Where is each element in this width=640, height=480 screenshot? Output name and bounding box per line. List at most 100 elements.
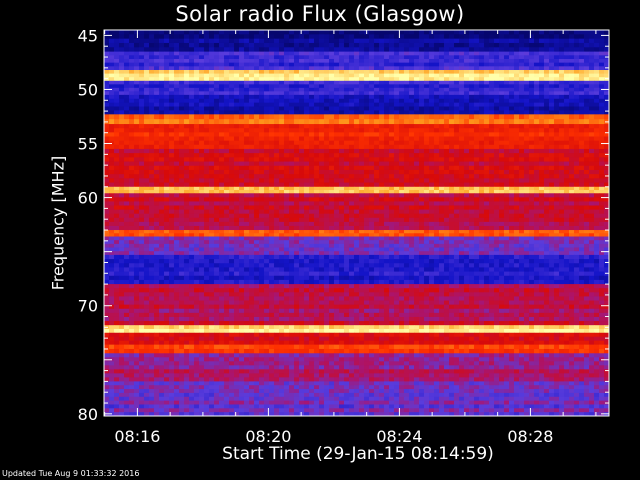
heatmap-cell <box>254 197 260 202</box>
heatmap-cell <box>234 91 240 96</box>
heatmap-cell <box>529 98 535 104</box>
heatmap-cell <box>414 55 420 60</box>
heatmap-cell <box>269 140 275 146</box>
heatmap-cell <box>464 128 470 133</box>
heatmap-cell <box>409 66 415 71</box>
heatmap-cell <box>419 98 425 104</box>
heatmap-cell <box>419 94 425 100</box>
heatmap-cell <box>509 102 515 107</box>
heatmap-cell <box>324 205 330 210</box>
heatmap-cell <box>484 73 490 78</box>
heatmap-cell <box>174 102 180 107</box>
heatmap-cell <box>249 161 255 167</box>
heatmap-cell <box>109 34 115 40</box>
heatmap-cell <box>384 186 390 191</box>
heatmap-cell <box>409 73 415 78</box>
heatmap-cell <box>229 221 235 227</box>
heatmap-cell <box>244 47 250 53</box>
heatmap-cell <box>459 136 465 142</box>
heatmap-cell <box>339 34 345 40</box>
heatmap-cell <box>449 128 455 133</box>
heatmap-cell <box>114 119 120 125</box>
heatmap-cell <box>304 157 310 162</box>
heatmap-cell <box>509 174 515 179</box>
heatmap-cell <box>529 161 535 167</box>
heatmap-cell <box>554 87 560 92</box>
heatmap-cell <box>309 70 315 75</box>
heatmap-cell <box>449 55 455 60</box>
heatmap-cell <box>419 182 425 188</box>
heatmap-cell <box>574 197 580 202</box>
heatmap-cell <box>454 87 460 92</box>
heatmap-cell <box>309 174 315 179</box>
heatmap-cell <box>224 106 230 111</box>
heatmap-cell <box>589 161 595 167</box>
heatmap-cell <box>369 209 375 215</box>
heatmap-cell <box>409 193 415 198</box>
heatmap-cell <box>239 153 245 158</box>
heatmap-cell <box>109 114 115 120</box>
heatmap-cell <box>564 144 570 150</box>
heatmap-cell <box>514 34 520 40</box>
heatmap-cell <box>574 34 580 40</box>
heatmap-cell <box>299 106 305 111</box>
heatmap-cell <box>319 106 325 111</box>
heatmap-cell <box>579 66 585 71</box>
heatmap-cell <box>124 136 130 142</box>
heatmap-cell <box>159 62 165 67</box>
heatmap-cell <box>599 178 605 183</box>
heatmap-cell <box>304 213 310 219</box>
heatmap-cell <box>344 94 350 100</box>
heatmap-cell <box>454 205 460 210</box>
heatmap-cell <box>404 119 410 125</box>
heatmap-cell <box>504 197 510 202</box>
heatmap-cell <box>344 66 350 71</box>
heatmap-cell <box>199 73 205 78</box>
heatmap-cell <box>259 102 265 107</box>
heatmap-cell <box>279 70 285 75</box>
heatmap-cell <box>594 84 600 89</box>
heatmap-cell <box>249 73 255 78</box>
heatmap-cell <box>519 140 525 146</box>
heatmap-cell <box>399 70 405 75</box>
heatmap-cell <box>134 124 140 129</box>
heatmap-cell <box>169 209 175 215</box>
heatmap-cell <box>604 197 610 202</box>
heatmap-cell <box>119 94 125 100</box>
heatmap-cell <box>474 124 480 129</box>
heatmap-cell <box>364 114 370 120</box>
heatmap-cell <box>124 55 130 60</box>
heatmap-cell <box>244 34 250 40</box>
heatmap-cell <box>314 77 320 82</box>
heatmap-cell <box>379 102 385 107</box>
heatmap-cell <box>259 144 265 150</box>
heatmap-cell <box>119 217 125 223</box>
heatmap-cell <box>149 136 155 142</box>
heatmap-cell <box>114 102 120 107</box>
heatmap-cell <box>374 62 380 67</box>
heatmap-cell <box>154 217 160 223</box>
heatmap-cell <box>449 165 455 171</box>
heatmap-cell <box>594 178 600 183</box>
heatmap-cell <box>529 84 535 89</box>
heatmap-cell <box>474 186 480 191</box>
heatmap-cell <box>389 42 395 48</box>
heatmap-cell <box>549 128 555 133</box>
heatmap-cell <box>164 58 170 64</box>
heatmap-cell <box>234 144 240 150</box>
heatmap-cell <box>549 87 555 92</box>
heatmap-cell <box>464 62 470 67</box>
heatmap-cell <box>329 182 335 188</box>
heatmap-cell <box>559 221 565 227</box>
heatmap-cell <box>464 197 470 202</box>
heatmap-cell <box>179 70 185 75</box>
heatmap-cell <box>429 165 435 171</box>
heatmap-cell <box>294 136 300 142</box>
heatmap-cell <box>139 34 145 40</box>
heatmap-cell <box>484 70 490 75</box>
heatmap-cell <box>569 153 575 158</box>
heatmap-cell <box>494 124 500 129</box>
heatmap-cell <box>174 94 180 100</box>
heatmap-cell <box>324 201 330 206</box>
heatmap-cell <box>604 217 610 223</box>
